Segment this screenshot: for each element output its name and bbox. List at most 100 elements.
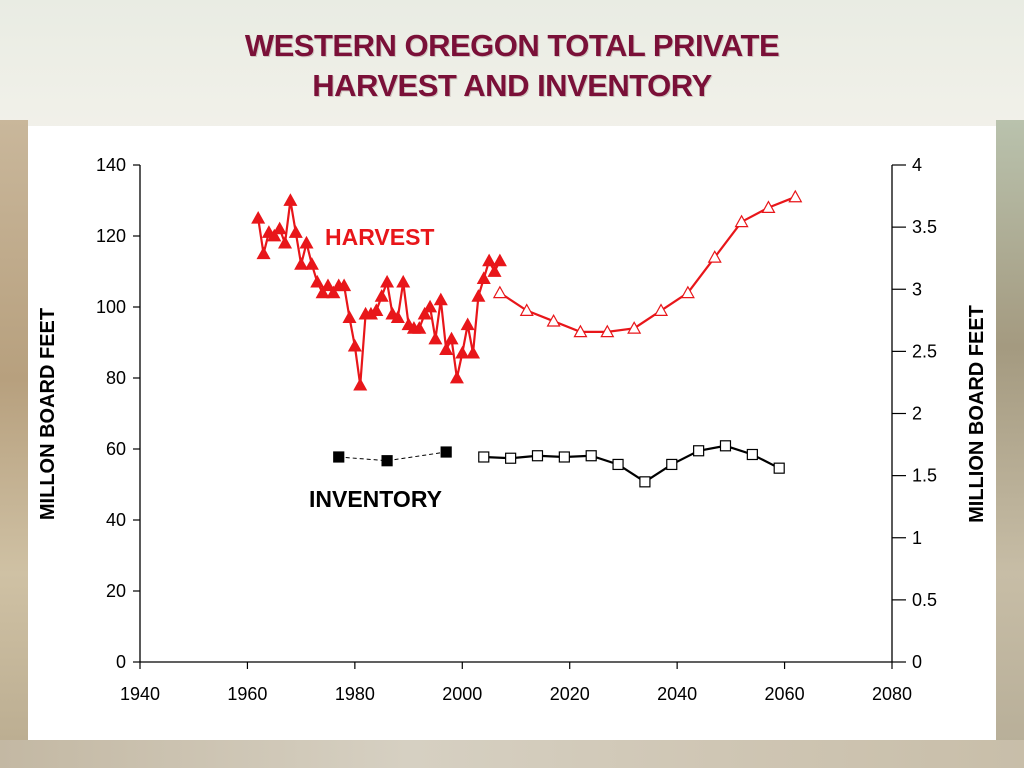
y-right-tick-label: 0 (912, 652, 922, 672)
x-tick-label: 2040 (657, 684, 697, 704)
harvest-point (347, 338, 362, 352)
harvest-point (449, 370, 464, 384)
inventory_hist-series (333, 446, 452, 467)
harvest-point (471, 289, 486, 302)
slide-title-line-2: HARVEST AND INVENTORY (312, 68, 712, 103)
photo-background-left (0, 120, 28, 768)
harvest-point (482, 253, 497, 267)
y-right-tick-label: 3 (912, 279, 922, 299)
y-left-tick-label: 60 (106, 439, 126, 459)
harvest-point (396, 274, 411, 288)
harvest-point (310, 274, 325, 288)
harvest-point (278, 235, 293, 249)
slide-title-line-1: WESTERN OREGON TOTAL PRIVATE (244, 28, 780, 63)
y-left-tick-label: 20 (106, 581, 126, 601)
harvest-point (654, 303, 669, 316)
harvest-point (455, 345, 470, 359)
harvest-point (788, 189, 803, 203)
harvest-point (294, 257, 309, 270)
y-left-tick-label: 120 (96, 226, 126, 246)
inventory-point (585, 450, 597, 462)
y-left-tick-label: 40 (106, 510, 126, 530)
inventory_proj-series (478, 440, 785, 488)
harvest-point (573, 324, 588, 338)
harvest-point (600, 324, 615, 338)
harvest-point (251, 211, 266, 224)
inventory-point (531, 450, 544, 462)
chart-axes (139, 165, 893, 663)
inventory-point (381, 455, 393, 467)
y-left-tick-label: 0 (116, 652, 126, 672)
harvest-point (369, 303, 384, 316)
y-left-axis-title: MILLON BOARD FEET (37, 308, 59, 520)
inventory-label: INVENTORY (309, 486, 442, 512)
y-right-axis-title: MILLION BOARD FEET (966, 305, 988, 523)
harvest-point (417, 306, 432, 320)
y-right-tick-label: 2 (912, 404, 922, 424)
harvest-point (487, 264, 502, 277)
y-right-tick-label: 2.5 (912, 341, 937, 361)
photo-background-bottom (0, 740, 1024, 768)
inventory-point (478, 451, 490, 463)
harvest-point (320, 278, 336, 292)
harvest-point (288, 225, 303, 238)
harvest-point (492, 285, 507, 299)
inventory_proj-line (483, 444, 780, 484)
inventory-point (612, 458, 624, 471)
inventory-point (333, 451, 345, 463)
inventory-point (773, 462, 785, 474)
inventory-point (639, 476, 651, 488)
harvest-point (337, 278, 352, 292)
y-right-tick-label: 4 (912, 155, 922, 175)
x-tick-label: 1940 (120, 684, 160, 704)
harvest-point (433, 292, 448, 306)
harvest-point (519, 303, 534, 316)
harvest-point (390, 310, 405, 324)
harvest-point (304, 257, 319, 270)
harvest_proj-line (499, 195, 796, 333)
inventory_hist-line (338, 451, 447, 462)
harvest-point (267, 228, 282, 242)
inventory-point (666, 458, 678, 471)
harvest-point (492, 253, 507, 267)
inventory-point (440, 446, 452, 458)
harvest-point (374, 289, 389, 302)
harvest-point (315, 285, 330, 299)
harvest-point (342, 310, 357, 324)
harvest_hist-series (251, 193, 507, 391)
y-right-tick-label: 1 (912, 528, 922, 548)
chart-panel (28, 126, 996, 740)
x-tick-label: 1980 (335, 684, 375, 704)
y-left-tick-label: 100 (96, 297, 126, 317)
harvest-point (546, 313, 561, 327)
x-axis-ticks: 1940 1960 1980 2000 2020 2040 2060 2080 (120, 662, 912, 704)
harvest-point (680, 285, 695, 299)
inventory-point (505, 452, 517, 464)
x-tick-label: 2080 (872, 684, 912, 704)
y-right-axis-ticks: 0 0.5 1 1.5 2 2.5 3 3.5 4 (892, 155, 937, 672)
harvest-point (444, 331, 459, 345)
harvest-point (283, 193, 298, 206)
harvest-point (428, 331, 443, 345)
harvest-point (299, 235, 314, 249)
y-left-axis-ticks: 0 20 40 60 80 100 120 140 (96, 155, 140, 672)
harvest-point (380, 274, 395, 288)
y-left-tick-label: 140 (96, 155, 126, 175)
y-right-tick-label: 3.5 (912, 217, 937, 237)
x-tick-label: 1960 (227, 684, 267, 704)
harvest-label: HARVEST (325, 224, 435, 250)
harvest-point (476, 271, 491, 284)
harvest-point (734, 214, 749, 228)
inventory-point (719, 440, 732, 452)
harvest-point (272, 221, 287, 235)
harvest-point (466, 345, 481, 359)
chart-series (251, 189, 803, 488)
harvest-point (761, 200, 776, 213)
inventory-point (746, 448, 758, 461)
x-tick-label: 2020 (550, 684, 590, 704)
y-right-tick-label: 1.5 (912, 466, 937, 486)
inventory-point (693, 445, 705, 457)
harvest-point (439, 342, 454, 355)
harvest-point (423, 299, 438, 313)
